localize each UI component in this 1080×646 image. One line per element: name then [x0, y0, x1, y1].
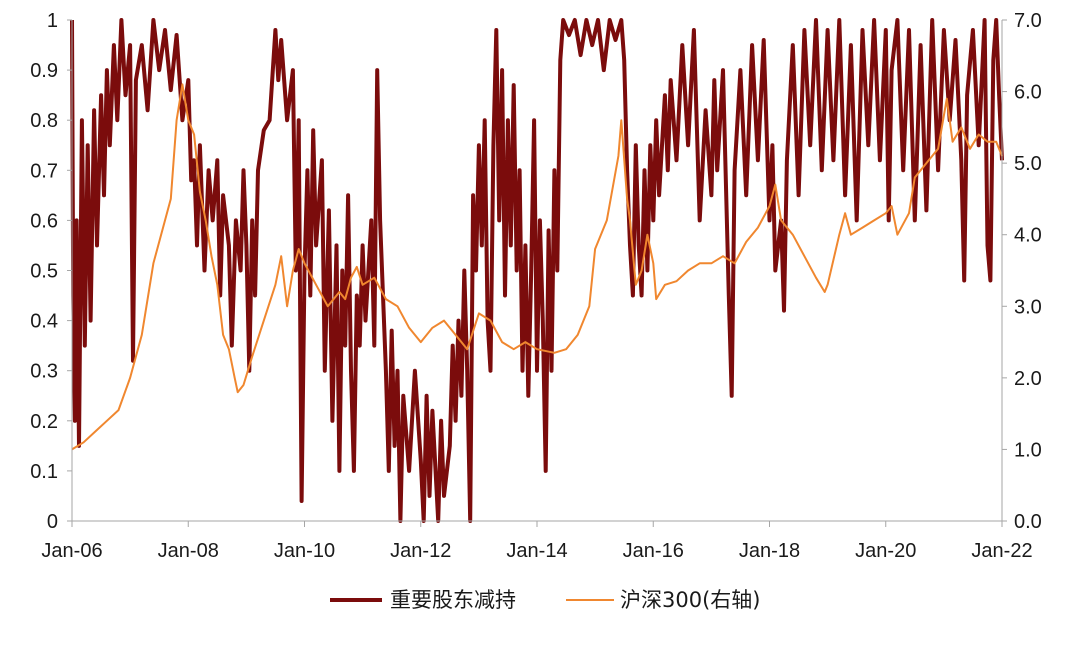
right-axis: 0.0 1.0 2.0 3.0 4.0 5.0 6.0 7.0: [1001, 10, 1042, 533]
legend: 重要股东减持 沪深300(右轴): [330, 588, 760, 612]
left-tick-label: 0.2: [30, 411, 58, 433]
right-tick-label: 5.0: [1014, 153, 1042, 175]
x-tick-label: Jan-18: [739, 540, 800, 562]
right-tick-label: 7.0: [1014, 10, 1042, 32]
left-tick-label: 0.3: [30, 361, 58, 383]
right-tick-label: 0.0: [1014, 511, 1042, 533]
right-tick-label: 6.0: [1014, 82, 1042, 104]
series-line-csi300: [71, 83, 1003, 451]
plot-area: [70, 18, 1004, 523]
left-tick-label: 0: [47, 511, 58, 533]
left-tick-label: 0.8: [30, 110, 58, 132]
x-tick-label: Jan-20: [855, 540, 916, 562]
legend-label-major-shareholder-reduction: 重要股东减持: [390, 588, 516, 612]
x-tick-label: Jan-16: [623, 540, 684, 562]
x-tick-label: Jan-22: [971, 540, 1032, 562]
left-tick-label: 0.7: [30, 160, 58, 182]
right-tick-label: 2.0: [1014, 368, 1042, 390]
x-tick-label: Jan-12: [390, 540, 451, 562]
left-tick-label: 0.6: [30, 210, 58, 232]
left-tick-label: 0.5: [30, 261, 58, 283]
x-tick-label: Jan-14: [506, 540, 567, 562]
x-tick-label: Jan-08: [158, 540, 219, 562]
series-line-major-shareholder-reduction: [70, 18, 1004, 523]
right-tick-label: 4.0: [1014, 225, 1042, 247]
left-tick-label: 1: [47, 10, 58, 32]
left-tick-label: 0.9: [30, 60, 58, 82]
left-axis: 0 0.1 0.2 0.3 0.4 0.5 0.6 0.7 0.8 0.9 1: [30, 10, 73, 533]
left-tick-label: 0.1: [30, 461, 58, 483]
x-axis: Jan-06 Jan-08 Jan-10 Jan-12 Jan-14 Jan-16 Jan-…: [41, 520, 1033, 562]
left-tick-label: 0.4: [30, 311, 58, 333]
right-tick-label: 3.0: [1014, 296, 1042, 318]
x-tick-label: Jan-10: [274, 540, 335, 562]
right-tick-label: 1.0: [1014, 439, 1042, 461]
x-tick-label: Jan-06: [41, 540, 102, 562]
legend-label-csi300: 沪深300(右轴): [620, 588, 760, 612]
